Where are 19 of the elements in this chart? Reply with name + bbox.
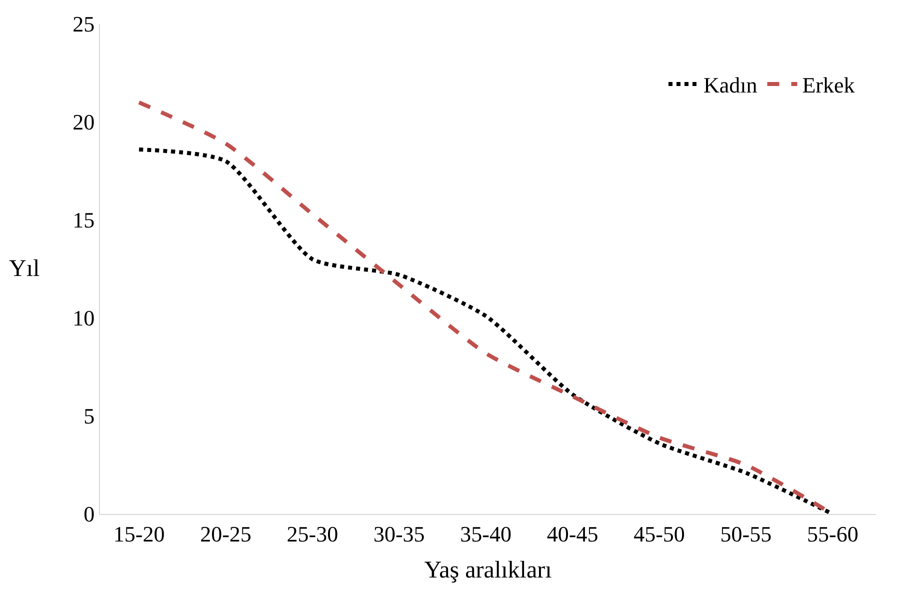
y-tick-label: 10 bbox=[72, 306, 95, 331]
x-axis-title: Yaş aralıkları bbox=[424, 558, 552, 584]
x-tick-label: 45-50 bbox=[634, 521, 685, 546]
x-tick-label: 40-45 bbox=[546, 521, 598, 546]
y-tick-label: 25 bbox=[72, 12, 95, 37]
y-axis-title: Yıl bbox=[9, 256, 40, 282]
legend-label: Erkek bbox=[802, 72, 855, 98]
y-tick-label: 20 bbox=[72, 110, 95, 135]
x-tick-label: 15-20 bbox=[113, 521, 165, 546]
x-tick-label: 30-35 bbox=[373, 521, 425, 546]
y-tick-label: 0 bbox=[84, 502, 95, 527]
x-tick-label: 35-40 bbox=[460, 521, 512, 546]
x-tick-label: 20-25 bbox=[200, 521, 252, 546]
x-tick-label: 55-60 bbox=[806, 521, 858, 546]
x-tick-label: 25-30 bbox=[286, 521, 338, 546]
legend-label: Kadın bbox=[703, 72, 758, 98]
y-tick-label: 5 bbox=[84, 404, 95, 429]
x-tick-label: 50-55 bbox=[720, 521, 772, 546]
y-tick-label: 15 bbox=[72, 208, 95, 233]
